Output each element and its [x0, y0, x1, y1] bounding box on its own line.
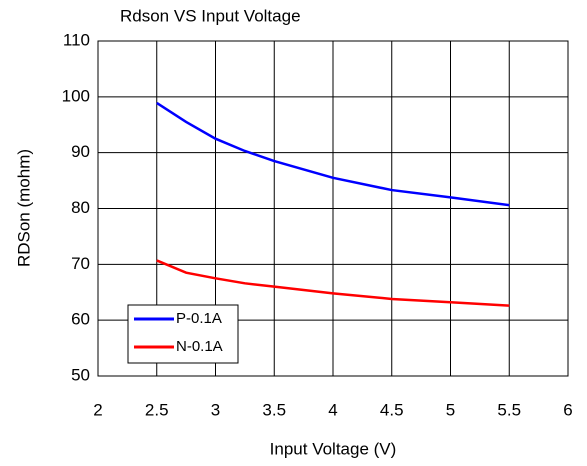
x-tick-label: 3.5 — [262, 400, 286, 419]
y-axis-label: RDSon (mohm) — [14, 149, 33, 267]
x-axis-label: Input Voltage (V) — [270, 439, 397, 458]
x-tick-label: 4.5 — [380, 400, 404, 419]
plot-frame — [97, 40, 569, 377]
y-tick-label: 80 — [71, 198, 90, 217]
x-tick-label: 3 — [211, 400, 220, 419]
y-tick-label: 90 — [71, 142, 90, 161]
x-tick-label: 5 — [446, 400, 455, 419]
x-tick-label: 5.5 — [497, 400, 521, 419]
x-tick-label: 6 — [563, 400, 572, 419]
x-tick-label: 2.5 — [145, 400, 169, 419]
legend-label: P-0.1A — [176, 310, 222, 327]
legend-label: N-0.1A — [176, 338, 223, 355]
legend-box — [127, 304, 239, 364]
y-tick-label: 110 — [63, 30, 90, 49]
data-line — [156, 259, 510, 307]
data-line — [156, 101, 510, 207]
y-tick-label: 60 — [71, 310, 90, 329]
y-tick-label: 50 — [71, 365, 90, 384]
x-tick-label: 2 — [93, 400, 102, 419]
chart-title: Rdson VS Input Voltage — [120, 6, 301, 25]
y-tick-label: 70 — [71, 254, 90, 273]
x-tick-label: 4 — [328, 400, 337, 419]
y-tick-label: 100 — [62, 86, 90, 105]
